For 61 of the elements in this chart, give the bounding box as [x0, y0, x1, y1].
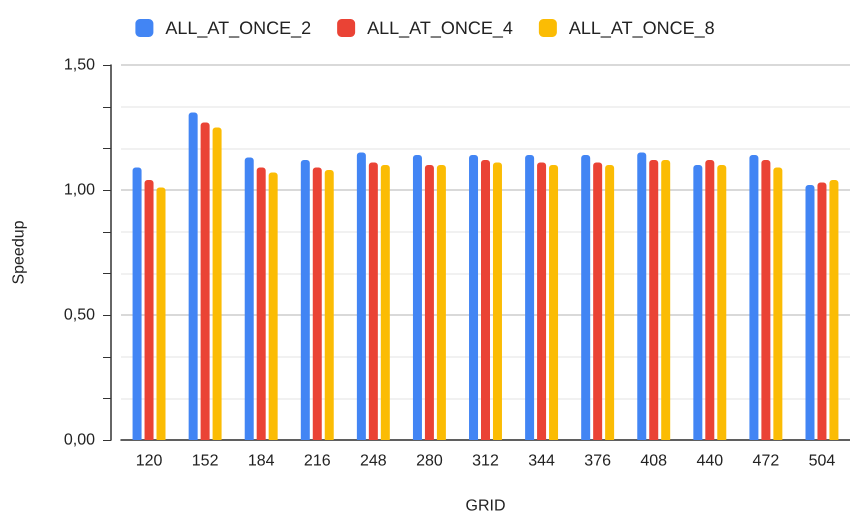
bar [312, 168, 322, 440]
y-tick-label: 1,00 [64, 182, 96, 198]
bar [637, 152, 646, 440]
bar [380, 165, 390, 440]
bar [244, 158, 254, 440]
x-tick-label: 184 [248, 452, 275, 470]
x-tick-label: 312 [472, 452, 499, 470]
x-tick-label: 472 [752, 452, 780, 470]
bar [661, 160, 670, 440]
y-tick-label: 0,50 [64, 306, 96, 324]
bar [200, 122, 210, 440]
bar [356, 152, 366, 440]
bar [761, 160, 770, 440]
x-tick-label: 280 [416, 452, 443, 470]
bar [549, 165, 558, 440]
bar [212, 128, 222, 440]
legend-label: ALL_AT_ONCE_2 [165, 18, 312, 38]
legend-label: ALL_AT_ONCE_4 [367, 18, 513, 38]
bar [324, 170, 334, 440]
bar [412, 155, 422, 440]
y-tick-label: 0,00 [64, 432, 96, 448]
bar [805, 185, 814, 440]
bar [581, 155, 590, 440]
x-tick-label: 120 [136, 452, 162, 470]
bar [492, 162, 502, 440]
x-axis-title: GRID [466, 498, 506, 514]
x-tick-label: 504 [808, 452, 836, 470]
x-tick-label: 248 [360, 452, 387, 470]
bar [829, 180, 838, 440]
bar [368, 162, 378, 440]
bar [525, 155, 534, 440]
bar [537, 162, 546, 440]
y-axis-title: Speedup [10, 220, 28, 285]
bar [717, 165, 726, 440]
bar [481, 160, 490, 440]
bar [256, 168, 266, 440]
x-tick-label: 440 [696, 452, 724, 470]
bar [268, 172, 278, 440]
bar [705, 160, 714, 440]
bar [469, 155, 478, 440]
bar [817, 182, 826, 440]
bar [693, 165, 702, 440]
x-tick-label: 152 [192, 452, 219, 470]
x-tick-label: 344 [528, 452, 556, 470]
bar [749, 155, 758, 440]
bar [593, 162, 602, 440]
bar [144, 180, 154, 440]
x-tick-label: 376 [584, 452, 612, 470]
x-tick-label: 216 [304, 452, 331, 470]
bar [649, 160, 658, 440]
x-tick-label: 408 [640, 452, 668, 470]
legend-label: ALL_AT_ONCE_8 [568, 18, 715, 38]
bar [424, 165, 434, 440]
y-tick-label: 1,50 [64, 56, 96, 74]
bar [300, 160, 310, 440]
bar [436, 165, 446, 440]
bar [605, 165, 614, 440]
bar [188, 112, 198, 440]
bar [156, 188, 166, 440]
bar [132, 168, 142, 440]
bar [773, 168, 782, 440]
